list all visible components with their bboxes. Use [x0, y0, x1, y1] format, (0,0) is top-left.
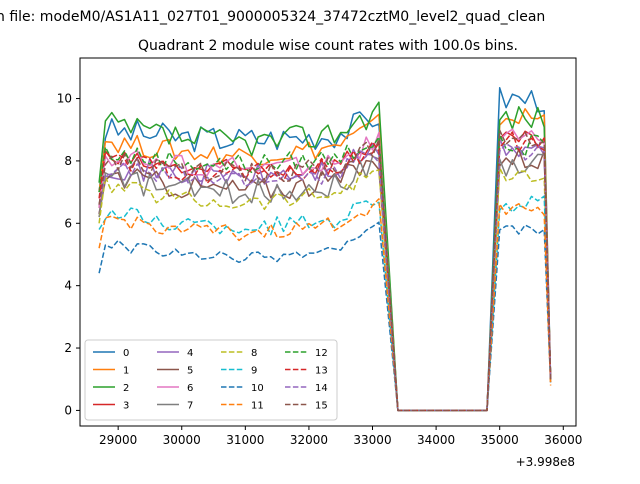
x-tick-label: 29000	[99, 433, 137, 447]
y-tick-label: 8	[64, 154, 72, 168]
plot-frame	[79, 57, 577, 427]
legend-label-8: 8	[251, 348, 257, 359]
chart-title: Quadrant 2 module wise count rates with …	[138, 38, 518, 54]
legend-label-11: 11	[251, 401, 264, 412]
legend-label-7: 7	[187, 401, 193, 412]
legend-label-15: 15	[315, 401, 328, 412]
legend-label-4: 4	[187, 348, 193, 359]
legend-label-12: 12	[315, 348, 328, 359]
figure-suptitle: n file: modeM0/AS1A11_027T01_9000005324_…	[0, 9, 545, 25]
legend-label-6: 6	[187, 383, 193, 394]
x-tick-label: 31000	[226, 433, 264, 447]
x-offset-label: +3.998e8	[516, 455, 575, 469]
legend-label-10: 10	[251, 383, 264, 394]
legend-label-5: 5	[187, 366, 193, 377]
y-tick-label: 6	[64, 216, 72, 230]
legend-label-1: 1	[123, 366, 129, 377]
axes-layer: 29000 30000 31000 32000 33000 34000 35000 36000…	[57, 57, 582, 447]
legend-label-2: 2	[123, 383, 129, 394]
y-tick-label: 0	[64, 403, 72, 417]
x-tick-label: 32000	[290, 433, 328, 447]
legend-label-3: 3	[123, 401, 129, 412]
series-layer	[98, 87, 552, 412]
x-tick-label: 33000	[353, 433, 391, 447]
x-tick-label: 35000	[481, 433, 519, 447]
series-line-15	[98, 129, 552, 412]
y-tick-label: 4	[64, 279, 72, 293]
series-line-14	[98, 142, 552, 412]
x-tick-label: 36000	[544, 433, 582, 447]
legend-label-0: 0	[123, 348, 129, 359]
legend-box	[84, 339, 338, 421]
legend-label-13: 13	[315, 366, 328, 377]
x-tick-label: 34000	[417, 433, 455, 447]
x-tick-label: 30000	[163, 433, 201, 447]
legend-label-14: 14	[315, 383, 328, 394]
legend-label-9: 9	[251, 366, 257, 377]
y-tick-label: 10	[57, 92, 72, 106]
y-tick-label: 2	[64, 341, 72, 355]
series-line-12	[98, 133, 552, 412]
